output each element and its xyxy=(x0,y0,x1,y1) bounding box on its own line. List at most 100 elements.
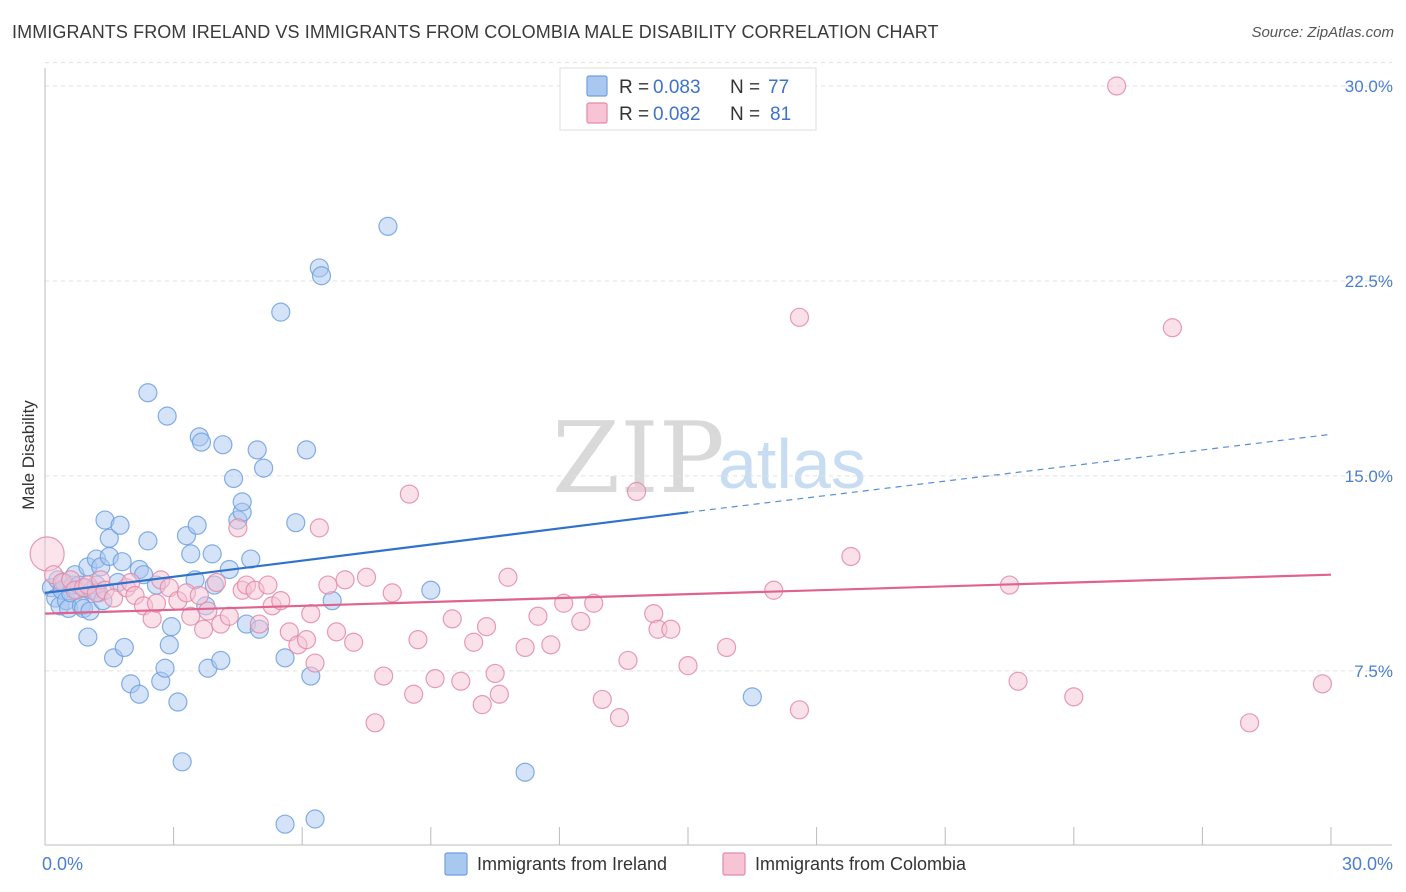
watermark-atlas: atlas xyxy=(718,425,866,503)
colombia-point xyxy=(592,689,612,710)
colombia-point xyxy=(29,536,65,572)
colombia-point xyxy=(789,307,810,327)
colombia-point xyxy=(189,585,209,606)
colombia-point xyxy=(584,593,604,613)
legend-n-value-colombia: 81 xyxy=(770,104,791,125)
colombia-point xyxy=(219,606,239,626)
legend-n-label-ireland: N = xyxy=(730,77,760,98)
trend-lines xyxy=(44,433,1332,615)
x-tick-label: 30.0% xyxy=(1342,854,1393,874)
colombia-point xyxy=(258,575,278,595)
colombia-point xyxy=(485,663,505,684)
ireland-point xyxy=(129,684,149,704)
legend-swatch-colombia xyxy=(586,102,608,124)
colombia-point xyxy=(1162,318,1182,338)
colombia-point xyxy=(408,630,428,650)
ireland-point xyxy=(78,627,98,647)
ireland-point xyxy=(232,492,252,512)
colombia-point xyxy=(365,713,385,733)
ireland-point xyxy=(110,515,130,535)
colombia-point xyxy=(404,684,424,704)
ireland-point xyxy=(155,658,175,678)
ireland-point xyxy=(181,544,201,564)
colombia-point xyxy=(296,630,317,650)
bottom-legend-swatch-colombia xyxy=(722,852,746,876)
colombia-point xyxy=(194,619,214,639)
y-tick-label: 7.5% xyxy=(1354,662,1393,681)
colombia-point xyxy=(228,518,248,538)
ireland-point xyxy=(168,692,188,712)
colombia-point xyxy=(1239,713,1260,733)
colombia-point xyxy=(206,572,227,593)
colombia-point xyxy=(1064,687,1084,707)
colombia-point xyxy=(305,653,325,673)
colombia-point xyxy=(716,637,737,658)
ireland-point xyxy=(191,432,212,452)
axes xyxy=(44,68,1392,846)
ireland-point xyxy=(742,687,762,707)
colombia-point xyxy=(789,700,810,720)
colombia-point xyxy=(271,591,291,611)
x-tick-label: 0.0% xyxy=(42,854,83,874)
colombia-point xyxy=(451,671,471,691)
colombia-point xyxy=(442,609,462,629)
colombia-point xyxy=(1008,671,1028,691)
series-colombia-points xyxy=(29,76,1333,733)
colombia-point xyxy=(356,567,377,587)
ireland-point xyxy=(172,752,192,772)
ireland-point xyxy=(211,650,231,671)
colombia-point xyxy=(399,484,419,504)
x-tick-labels: 0.0% 30.0% xyxy=(42,854,1393,874)
ireland-point xyxy=(271,302,291,322)
y-tick-labels: 7.5% 15.0% 22.5% 30.0% xyxy=(1345,77,1393,681)
legend-n-value-ireland: 77 xyxy=(768,77,789,98)
ireland-point xyxy=(515,762,535,782)
ireland-point xyxy=(161,617,182,637)
colombia-point xyxy=(841,546,861,567)
colombia-point xyxy=(103,588,124,608)
colombia-point xyxy=(528,606,548,626)
colombia-point xyxy=(301,604,321,624)
legend-r-value-colombia: 0.082 xyxy=(653,104,701,125)
colombia-point xyxy=(489,684,509,704)
ireland-trend-line xyxy=(44,511,689,594)
y-tick-label: 15.0% xyxy=(1345,467,1393,486)
colombia-point xyxy=(309,518,329,538)
ireland-point xyxy=(202,544,222,564)
ireland-point xyxy=(112,552,132,572)
ireland-point xyxy=(157,406,177,426)
ireland-point xyxy=(138,531,158,551)
y-tick-label: 22.5% xyxy=(1345,272,1393,291)
ireland-point xyxy=(224,468,244,489)
colombia-point xyxy=(476,617,497,637)
source-credit: Source: ZipAtlas.com xyxy=(1251,24,1394,41)
ireland-point xyxy=(275,814,295,834)
legend-swatch-ireland xyxy=(586,75,608,97)
colombia-point xyxy=(1312,674,1333,694)
bottom-legend-label-colombia: Immigrants from Colombia xyxy=(755,854,967,874)
ireland-point xyxy=(159,635,179,655)
colombia-point xyxy=(464,632,484,652)
series-ireland-points xyxy=(41,216,762,834)
ireland-point xyxy=(254,458,274,478)
legend-bottom: Immigrants from Ireland Immigrants from … xyxy=(444,852,967,876)
colombia-trend-line xyxy=(44,573,1332,615)
legend-r-label-ireland: R = xyxy=(619,77,649,98)
colombia-point xyxy=(198,601,218,621)
colombia-point xyxy=(146,593,167,613)
colombia-point xyxy=(318,575,338,595)
colombia-point xyxy=(498,567,518,587)
ireland-point xyxy=(247,440,267,460)
ireland-point xyxy=(378,216,398,236)
ireland-point xyxy=(286,513,306,533)
colombia-point xyxy=(335,570,355,590)
legend-r-label-colombia: R = xyxy=(619,104,649,125)
colombia-point xyxy=(249,614,269,634)
colombia-point xyxy=(661,619,681,639)
colombia-point xyxy=(425,669,445,689)
colombia-point xyxy=(764,580,784,600)
colombia-point xyxy=(344,632,364,652)
ireland-point xyxy=(296,440,317,460)
ireland-point xyxy=(187,515,207,535)
watermark: ZIP atlas xyxy=(552,402,866,516)
